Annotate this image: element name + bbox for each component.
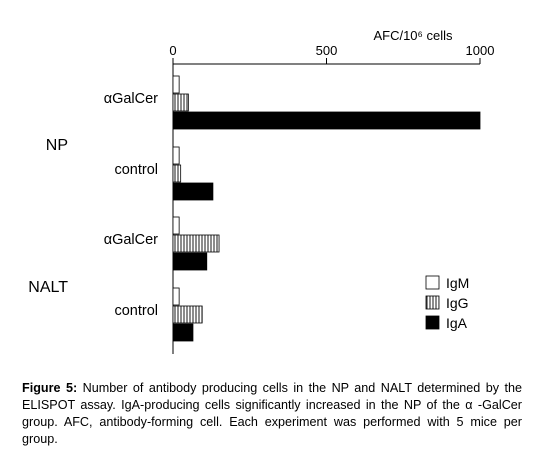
- bar-np-αgalcer-iga: [172, 111, 481, 130]
- chart: AFC/10⁶ cells 0 500 1000 αGalCercontrolαGa…: [28, 28, 494, 354]
- bar-nalt-control-igg: [172, 305, 203, 324]
- legend-label-igm: IgM: [446, 275, 469, 291]
- group-labels: NP NALT: [28, 137, 68, 296]
- bar-np-control-igm: [172, 146, 180, 165]
- legend: IgM IgG IgA: [425, 275, 469, 331]
- figure-caption: Figure 5: Number of antibody producing c…: [22, 380, 522, 448]
- legend-swatch-igm: [425, 275, 440, 290]
- bar-nalt-control-igm: [172, 287, 180, 306]
- bar-np-αgalcer-igg: [172, 93, 189, 112]
- bar-nalt-αgalcer-iga: [172, 252, 208, 271]
- category-label-nalt-control: control: [114, 303, 158, 319]
- category-labels: αGalCer control αGalCer control: [104, 91, 158, 319]
- bar-nalt-control-iga: [172, 323, 194, 342]
- tick-label-0: 0: [169, 43, 176, 58]
- group-label-np: NP: [46, 137, 68, 154]
- tick-label-500: 500: [316, 43, 338, 58]
- legend-swatch-igg: [425, 295, 440, 310]
- caption-text: Number of antibody producing cells in th…: [22, 381, 522, 446]
- bars: [172, 75, 481, 342]
- legend-label-iga: IgA: [446, 315, 468, 331]
- x-axis-ticks: 0 500 1000: [169, 43, 494, 64]
- category-label-np-αgalcer: αGalCer: [104, 91, 158, 107]
- bar-nalt-αgalcer-igg: [172, 234, 220, 253]
- category-label-np-control: control: [114, 162, 158, 178]
- group-label-nalt: NALT: [28, 279, 68, 296]
- bar-np-control-igg: [172, 164, 182, 183]
- category-label-nalt-αgalcer: αGalCer: [104, 232, 158, 248]
- bar-np-αgalcer-igm: [172, 75, 180, 94]
- bar-np-control-iga: [172, 182, 214, 201]
- legend-label-igg: IgG: [446, 295, 469, 311]
- caption-label: Figure 5:: [22, 381, 78, 395]
- tick-label-1000: 1000: [466, 43, 495, 58]
- legend-swatch-iga: [425, 315, 440, 330]
- bar-nalt-αgalcer-igm: [172, 216, 180, 235]
- axis-title: AFC/10⁶ cells: [373, 28, 453, 43]
